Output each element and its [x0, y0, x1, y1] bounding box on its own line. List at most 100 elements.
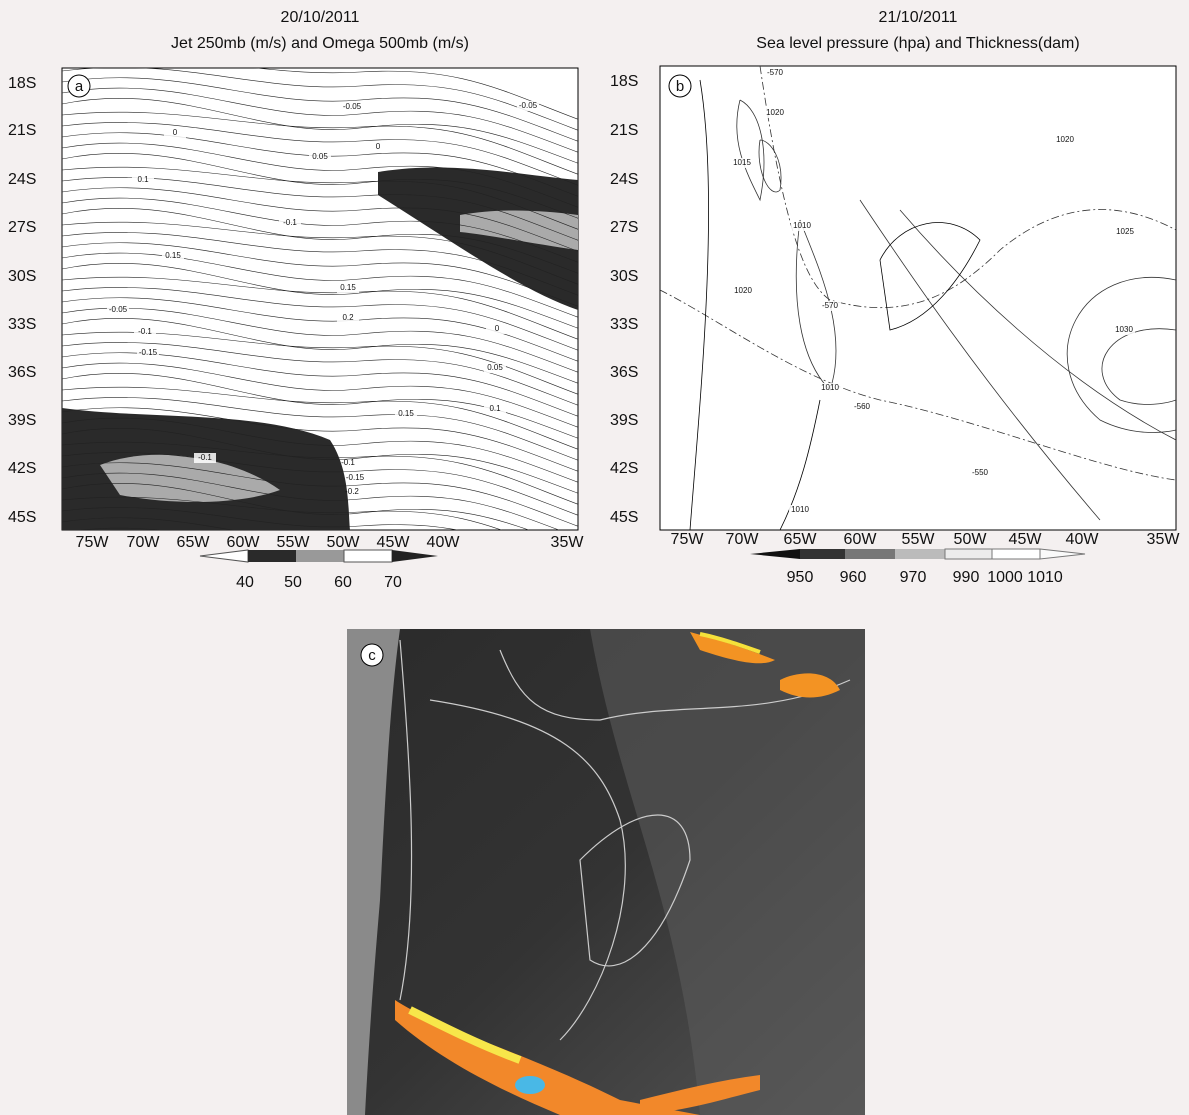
lat-label: 33S: [8, 316, 36, 333]
colorbar-label: 40: [236, 574, 254, 591]
streamline: [62, 68, 578, 131]
contour-label: 1025: [1116, 227, 1134, 236]
contour-label: -0.15: [139, 348, 158, 357]
streamline: [62, 187, 578, 252]
streamline: [62, 207, 578, 274]
contour-label: 0.05: [312, 152, 328, 161]
panel-letter: b: [676, 78, 684, 95]
panel-title: Jet 250mb (m/s) and Omega 500mb (m/s): [171, 35, 469, 52]
streamline: [62, 496, 503, 530]
contour-label-bg: [134, 327, 156, 337]
streamline: [62, 297, 578, 362]
panel-badge: [668, 74, 692, 98]
contour-label: 0.1: [137, 175, 149, 184]
streamline: [62, 262, 578, 329]
streamline: [62, 407, 578, 472]
contour-label: 1020: [1056, 135, 1074, 144]
contour-label: 1020: [766, 108, 784, 117]
contour-label-bg: [851, 402, 873, 412]
contour-label-bg: [337, 283, 359, 293]
contour-label: 0.05: [487, 363, 503, 372]
streamline: [253, 68, 578, 120]
contour-label: -0.1: [341, 458, 355, 467]
contour-label: 0: [376, 142, 381, 151]
panel-badge: [360, 643, 384, 667]
lon-label: 50W: [954, 531, 988, 548]
panel-letter: a: [75, 78, 84, 95]
contour-label-bg: [132, 175, 154, 185]
contour-label-bg: [337, 313, 359, 323]
streamline: [62, 221, 578, 285]
streamline: [62, 252, 578, 318]
contour-label-bg: [732, 286, 754, 296]
streamline: [62, 287, 578, 351]
streamline: [62, 232, 578, 296]
streamline: [62, 122, 578, 186]
contour-label: 0.1: [489, 404, 501, 413]
lat-label: 18S: [8, 75, 36, 92]
streamline: [62, 331, 578, 395]
contour-label-bg: [484, 363, 506, 373]
lat-label: 39S: [610, 412, 638, 429]
streamline: [62, 417, 578, 483]
lon-label: 60W: [844, 531, 878, 548]
contour-label-bg: [819, 383, 841, 393]
streamline: [62, 177, 578, 241]
coastline: [879, 222, 981, 331]
streamline: [62, 472, 560, 530]
panel-title: Sea level pressure (hpa) and Thickness(d…: [756, 35, 1079, 52]
isobar: [758, 139, 782, 193]
contour-label-bg: [341, 102, 363, 112]
satellite-image: [347, 629, 865, 1115]
isobar: [736, 99, 765, 202]
contour-label-bg: [486, 324, 508, 334]
lon-label: 75W: [76, 534, 110, 551]
isobar: [899, 209, 1176, 441]
lat-label: 18S: [610, 73, 638, 90]
lon-label: 75W: [671, 531, 705, 548]
panel-date: 20/10/2011: [281, 9, 360, 26]
colorbar-label: 1000: [987, 569, 1023, 586]
streamline: [62, 362, 578, 428]
contour-label: -0.05: [519, 101, 538, 110]
streamline: [62, 427, 578, 494]
contour-label-bg: [162, 251, 184, 261]
lat-label: 24S: [610, 171, 638, 188]
lat-label: 36S: [610, 364, 638, 381]
lat-label: 30S: [610, 268, 638, 285]
streamline: [62, 517, 234, 530]
colorbar-label: 990: [953, 569, 980, 586]
contour-label-bg: [1114, 227, 1136, 237]
jet-shade: [100, 454, 280, 502]
lat-label: 42S: [8, 460, 36, 477]
contour-label: 1010: [821, 383, 839, 392]
streamline: [62, 462, 578, 527]
lon-label: 40W: [1066, 531, 1100, 548]
streamline: [62, 372, 578, 439]
colorbar-b: [750, 548, 1086, 560]
lat-label: 36S: [8, 364, 36, 381]
streamline: [62, 97, 578, 164]
panel-date: 21/10/2011: [879, 9, 958, 26]
streamline: [62, 441, 578, 505]
streamline: [62, 317, 578, 384]
contour-label-bg: [164, 128, 186, 138]
thickness-line: [759, 66, 1176, 309]
contour-label-bg: [731, 158, 753, 168]
contour-label-bg: [395, 409, 417, 419]
streamline: [62, 152, 578, 219]
contour-label: 0.15: [165, 251, 181, 260]
isobar: [859, 199, 1101, 521]
streamline: [62, 397, 578, 461]
contour-label: -560: [854, 402, 871, 411]
thickness-line: [660, 289, 1176, 481]
colorbar-label: 70: [384, 574, 402, 591]
colorbar-label: 1010: [1027, 569, 1063, 586]
contour-label-bg: [279, 218, 301, 228]
lon-label: 35W: [1147, 531, 1181, 548]
streamline: [62, 242, 578, 307]
panel-letter: c: [368, 647, 376, 664]
lat-label: 27S: [8, 219, 36, 236]
lon-label: 55W: [277, 534, 311, 551]
